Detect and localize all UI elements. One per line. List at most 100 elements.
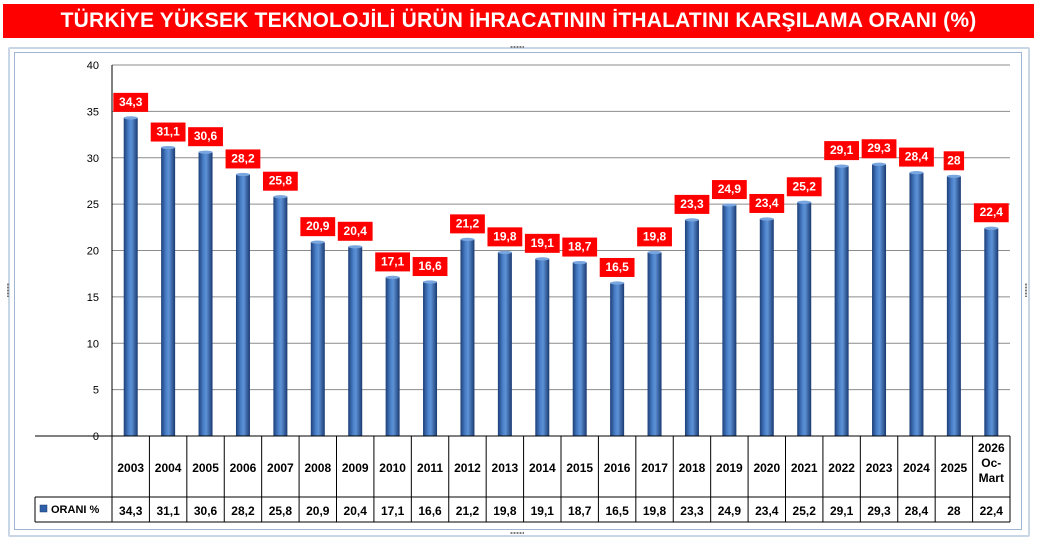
data-label-bg <box>150 122 186 142</box>
x-tick-label: 2003 <box>117 461 144 475</box>
chart-plot-frame <box>14 52 1022 530</box>
table-value: 20,9 <box>306 504 330 518</box>
bar <box>984 228 999 436</box>
data-label-bg <box>188 127 223 147</box>
bar-cap <box>834 164 849 168</box>
data-label-bg <box>943 151 965 171</box>
data-label: 18,7 <box>568 240 592 254</box>
resize-handle-left[interactable] <box>6 283 10 297</box>
bar <box>310 242 325 436</box>
x-tick-label: 2006 <box>230 461 257 475</box>
table-value: 25,2 <box>793 504 817 518</box>
data-label: 25,8 <box>269 174 293 188</box>
bar <box>946 176 961 437</box>
x-tick-label: 2014 <box>529 461 556 475</box>
bar-cap <box>946 174 961 178</box>
data-label: 24,9 <box>718 182 742 196</box>
bar <box>460 239 475 436</box>
data-label-bg <box>749 193 785 213</box>
bar-cap <box>684 218 699 222</box>
x-tick-label: 2007 <box>267 461 294 475</box>
table-value: 25,8 <box>269 504 293 518</box>
x-tick-label: 2022 <box>828 461 855 475</box>
data-label: 28 <box>947 153 961 167</box>
bar <box>348 246 363 436</box>
bar-cap <box>872 162 887 166</box>
bar <box>722 205 737 436</box>
resize-handle-top[interactable] <box>510 45 524 49</box>
data-label-bg <box>412 257 448 277</box>
data-label: 19,8 <box>493 229 517 243</box>
data-label: 16,5 <box>605 260 629 274</box>
bar-cap <box>385 275 400 279</box>
resize-handle-bottom[interactable] <box>510 531 524 535</box>
x-tick-label: 2024 <box>903 461 930 475</box>
bar <box>759 218 774 436</box>
bar <box>161 147 176 437</box>
data-label: 34,3 <box>119 95 143 109</box>
table-value: 19,8 <box>643 504 667 518</box>
x-tick-label: 2019 <box>716 461 743 475</box>
bar-cap <box>123 116 138 120</box>
bar-cap <box>909 170 924 175</box>
table-value: 16,6 <box>418 504 442 518</box>
y-tick-label: 0 <box>93 431 99 443</box>
data-label: 31,1 <box>156 125 180 139</box>
data-label: 23,4 <box>755 196 779 210</box>
y-tick-label: 15 <box>87 292 99 304</box>
bar-cap <box>759 217 774 221</box>
bar <box>497 252 512 436</box>
data-label: 22,4 <box>980 205 1004 219</box>
bar <box>647 252 662 436</box>
x-tick-label: 2013 <box>492 461 519 475</box>
table-value: 17,1 <box>381 504 405 518</box>
bar-cap <box>235 172 250 177</box>
data-label-bg <box>524 233 560 253</box>
table-value: 21,2 <box>456 504 480 518</box>
data-label-bg <box>711 180 747 200</box>
table-value: 18,7 <box>568 504 592 518</box>
table-value: 28,2 <box>231 504 255 518</box>
chart-title: TÜRKİYE YÜKSEK TEKNOLOJİLİ ÜRÜN İHRACATI… <box>3 4 1034 38</box>
bar <box>535 258 550 436</box>
table-value: 23,4 <box>755 504 779 518</box>
x-tick-label: 2015 <box>566 461 593 475</box>
y-tick-label: 30 <box>87 153 99 165</box>
bar-cap <box>198 150 213 154</box>
legend-key <box>39 504 48 513</box>
x-tick-label: 2018 <box>679 461 706 475</box>
data-label: 28,2 <box>231 151 255 165</box>
x-tick-label: 2016 <box>604 461 631 475</box>
x-tick-label: Oc- <box>981 456 1001 470</box>
data-label-bg <box>899 147 934 167</box>
data-label: 29,3 <box>867 141 891 155</box>
bar-cap <box>535 257 550 261</box>
bar <box>610 282 625 436</box>
data-label-bg <box>637 227 672 247</box>
x-tick-label: 2017 <box>641 461 668 475</box>
bar-cap <box>572 260 587 265</box>
x-tick-label: 2012 <box>454 461 481 475</box>
x-tick-label: 2020 <box>753 461 780 475</box>
data-label: 20,9 <box>306 219 330 233</box>
bar <box>235 174 250 436</box>
table-value: 24,9 <box>718 504 742 518</box>
data-label-bg <box>450 214 485 234</box>
bar <box>385 277 400 436</box>
bar-cap <box>310 240 325 244</box>
bar-cap <box>984 226 999 230</box>
bar <box>423 282 438 436</box>
data-label: 21,2 <box>456 216 480 230</box>
y-tick-label: 25 <box>87 199 99 211</box>
resize-handle-right[interactable] <box>1024 283 1028 297</box>
data-label-bg <box>861 139 897 159</box>
bar <box>909 172 924 436</box>
data-label: 23,3 <box>680 197 704 211</box>
data-label-bg <box>674 194 710 214</box>
bar-cap <box>423 280 438 284</box>
x-tick-label: 2005 <box>192 461 219 475</box>
bar <box>834 166 849 436</box>
x-tick-label: 2021 <box>791 461 818 475</box>
x-tick-label: 2025 <box>941 461 968 475</box>
